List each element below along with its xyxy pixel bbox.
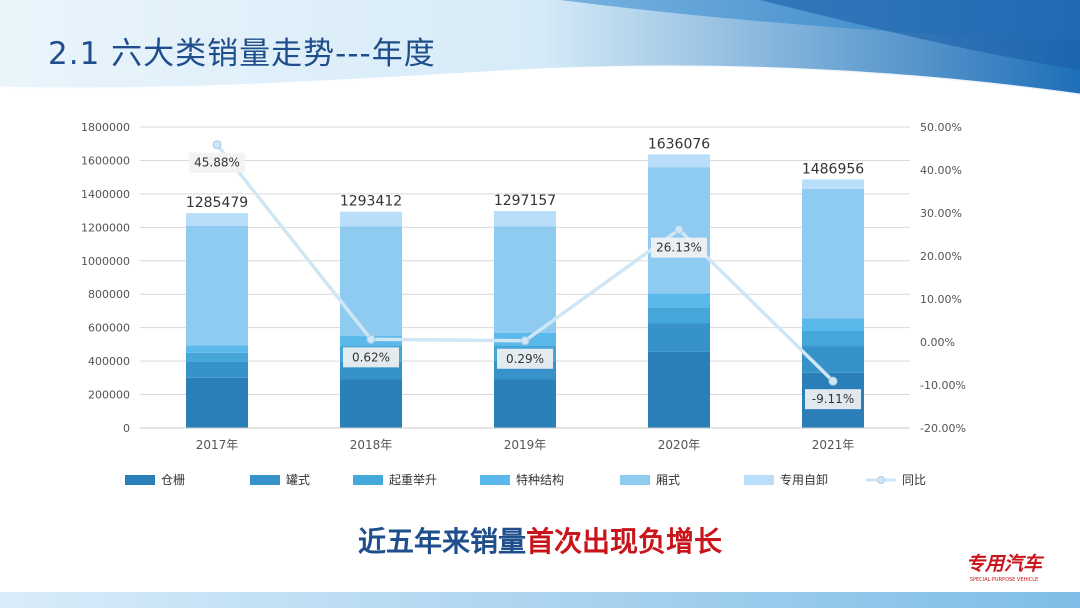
yoy-label-box — [497, 348, 553, 369]
y-axis-left: 0 200000 400000 600000 800000 1000000 1200000 1… — [81, 121, 130, 435]
legend-swatch — [250, 475, 280, 485]
legend-swatch — [125, 475, 155, 485]
y-axis-right: -20.00% -10.00% 0.00% 10.00% 20.00% 30.00% 40.… — [920, 121, 966, 435]
y-right-tick-label: -10.00% — [920, 379, 966, 392]
x-tick-label: 2019年 — [504, 438, 547, 452]
bar-segment — [186, 352, 248, 362]
yoy-label: 0.29% — [506, 352, 544, 366]
bar-segment — [648, 307, 710, 324]
y-left-tick-label: 0 — [123, 422, 130, 435]
bar-segment — [494, 211, 556, 227]
yoy-line: 45.88% 0.62% 0.29% 26.13% -9.11% — [189, 140, 861, 410]
total-label: 1285479 — [186, 195, 248, 211]
bar-segment — [648, 154, 710, 168]
legend-swatch — [620, 475, 650, 485]
bar-segment — [802, 331, 864, 347]
bar-segment — [802, 318, 864, 332]
legend-swatch — [353, 475, 383, 485]
legend-label: 特种结构 — [516, 472, 564, 487]
total-label: 1636076 — [648, 136, 710, 152]
x-axis: 2017年 2018年 2019年 2020年 2021年 — [140, 427, 910, 452]
conclusion-part1: 近五年来销量 — [357, 525, 526, 558]
y-right-tick-label: -20.00% — [920, 422, 966, 435]
bar-segment — [340, 211, 402, 227]
total-label: 1486956 — [802, 161, 864, 177]
y-right-tick-label: 30.00% — [920, 207, 962, 220]
yoy-label-box — [651, 237, 707, 258]
y-right-tick-label: 20.00% — [920, 250, 962, 263]
conclusion-text: 近五年来销量首次出现负增长 — [0, 520, 1080, 560]
bar-segment — [648, 293, 710, 308]
y-right-tick-label: 10.00% — [920, 293, 962, 306]
legend-label: 罐式 — [286, 473, 310, 487]
yoy-label: 45.88% — [194, 156, 240, 170]
total-label: 1297157 — [494, 193, 556, 209]
bar-segment — [648, 323, 710, 352]
yoy-point — [520, 336, 530, 346]
bar-segment — [802, 188, 864, 319]
slide-title: 2.1 六大类销量走势---年度 — [48, 36, 436, 72]
total-label: 1293412 — [340, 194, 402, 210]
legend: 仓栅 罐式 起重举升 特种结构 厢式 专用自卸 同比 — [125, 472, 926, 487]
x-tick-label: 2021年 — [812, 438, 855, 452]
bar-segment — [648, 351, 710, 428]
yoy-point — [366, 334, 376, 344]
bar-segment — [340, 379, 402, 428]
bar-segment — [186, 345, 248, 353]
yoy-label-box — [805, 389, 861, 410]
legend-label: 专用自卸 — [780, 472, 828, 487]
legend-label: 起重举升 — [389, 473, 437, 487]
legend-label: 仓栅 — [161, 472, 185, 487]
logo-text: 专用汽车 — [966, 553, 1045, 575]
brand-logo: 专用汽车 SPECIAL PURPOSE VEHICLE — [966, 553, 1045, 583]
x-tick-label: 2018年 — [350, 438, 393, 452]
bar-segment — [186, 361, 248, 378]
legend-line-marker — [877, 476, 885, 484]
yoy-label: 0.62% — [352, 350, 390, 364]
y-left-tick-label: 600000 — [88, 322, 130, 335]
total-labels: 1285479 1293412 1297157 1636076 1486956 — [186, 136, 864, 211]
yoy-point — [828, 376, 838, 386]
legend-label: 厢式 — [656, 473, 680, 487]
legend-swatch — [480, 475, 510, 485]
bar-segment — [186, 377, 248, 428]
y-left-tick-label: 200000 — [88, 389, 130, 402]
legend-label: 同比 — [902, 473, 926, 487]
bar-segment — [494, 379, 556, 428]
y-left-tick-label: 1600000 — [81, 154, 130, 167]
y-right-tick-label: 40.00% — [920, 164, 962, 177]
bar-segment — [802, 179, 864, 189]
y-left-tick-label: 1400000 — [81, 188, 130, 201]
yoy-label-box — [189, 152, 245, 173]
x-tick-label: 2020年 — [658, 438, 701, 452]
y-right-tick-label: 0.00% — [920, 336, 955, 349]
yoy-label: 26.13% — [656, 241, 702, 255]
y-left-tick-label: 1200000 — [81, 221, 130, 234]
y-left-tick-label: 1000000 — [81, 255, 130, 268]
bar-segment — [340, 226, 402, 337]
y-left-tick-label: 800000 — [88, 288, 130, 301]
y-left-tick-label: 1800000 — [81, 121, 130, 134]
x-tick-label: 2017年 — [196, 438, 239, 452]
y-right-tick-label: 50.00% — [920, 121, 962, 134]
conclusion-part2: 首次出现 — [525, 525, 638, 558]
yoy-label: -9.11% — [812, 392, 854, 406]
y-left-tick-label: 400000 — [88, 355, 130, 368]
yoy-point — [674, 225, 684, 235]
yoy-point — [212, 140, 222, 150]
yoy-label-box — [343, 347, 399, 368]
bar-segment — [186, 225, 248, 346]
legend-swatch — [744, 475, 774, 485]
bar-segment — [186, 213, 248, 226]
bar-segment — [494, 226, 556, 333]
conclusion-part3: 负增长 — [638, 525, 723, 558]
logo-subtext: SPECIAL PURPOSE VEHICLE — [970, 577, 1038, 583]
